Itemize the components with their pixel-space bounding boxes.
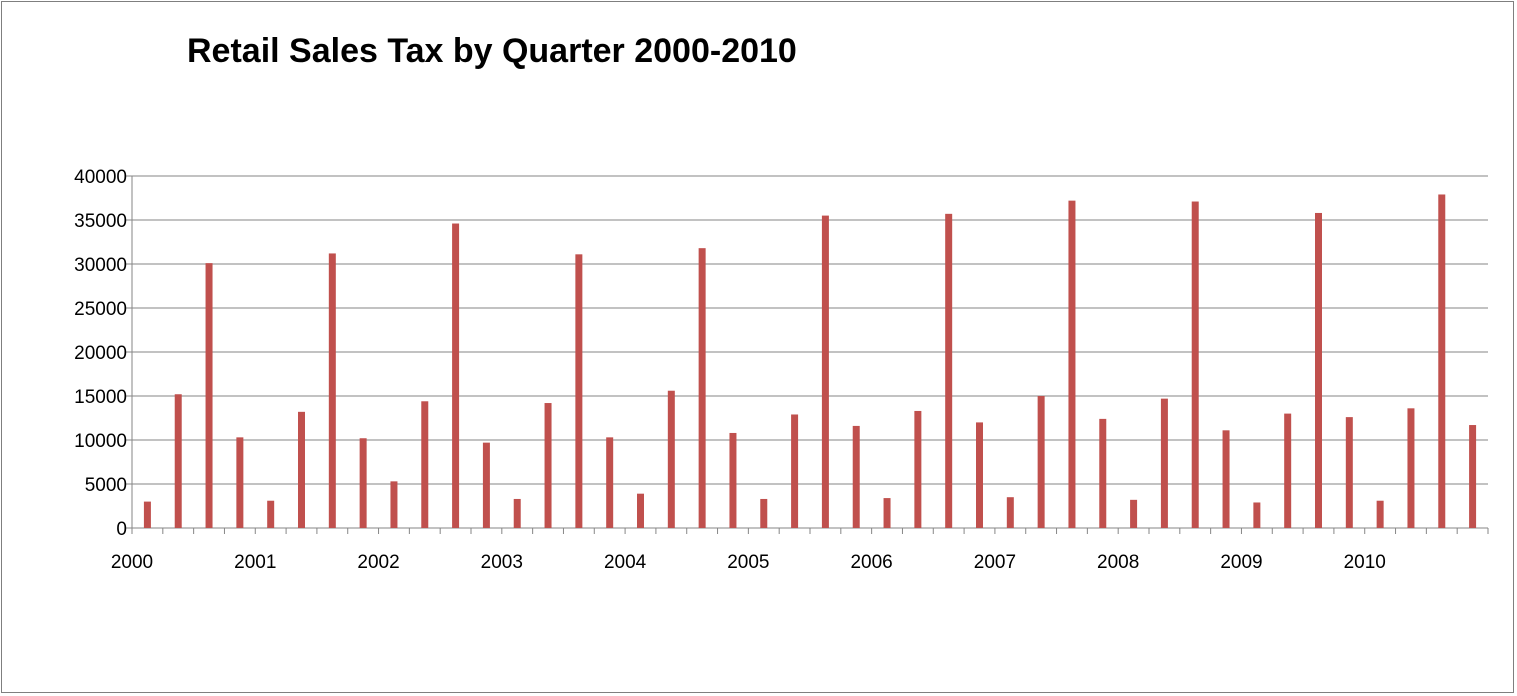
y-tick-label: 5000 (85, 475, 127, 496)
bar (1376, 500, 1384, 528)
bar (1345, 417, 1353, 528)
bar (544, 403, 552, 528)
bar (1068, 200, 1076, 528)
y-tick-label: 30000 (74, 255, 127, 276)
bar (1222, 430, 1230, 528)
bar (359, 438, 367, 528)
bar (174, 394, 182, 528)
bar (852, 425, 860, 528)
bar (1284, 413, 1292, 528)
bar (298, 411, 305, 528)
bar (513, 498, 521, 528)
x-tick-label: 2010 (1344, 552, 1386, 573)
bar (1006, 497, 1014, 528)
y-tick-label: 10000 (74, 431, 127, 452)
bar (1191, 201, 1199, 528)
y-tick-label: 0 (116, 519, 127, 540)
bar (914, 410, 922, 528)
bar (1469, 425, 1477, 528)
y-tick-label: 35000 (74, 211, 127, 232)
x-tick-label: 2002 (357, 552, 399, 573)
x-tick-label: 2006 (850, 552, 892, 573)
y-tick-label: 25000 (74, 299, 127, 320)
bar (1099, 418, 1107, 528)
x-tick-label: 2004 (604, 552, 647, 573)
bar (1438, 194, 1446, 529)
bar (821, 215, 829, 528)
bar (236, 437, 244, 528)
bar (1037, 396, 1045, 528)
bar (729, 432, 737, 528)
y-tick-label: 15000 (74, 387, 127, 408)
x-tick-label: 2008 (1097, 552, 1139, 573)
bar (452, 223, 460, 528)
bar (637, 493, 644, 528)
bar (575, 254, 583, 528)
bar (1130, 499, 1138, 528)
x-tick-label: 2009 (1220, 552, 1262, 573)
bar (883, 498, 891, 528)
bar (606, 437, 614, 528)
x-tick-label: 2000 (111, 552, 153, 573)
bar (698, 248, 706, 528)
bar (945, 213, 953, 528)
x-tick-label: 2003 (481, 552, 523, 573)
bar (1407, 408, 1415, 528)
bar (390, 481, 398, 528)
bar (791, 414, 799, 528)
bar (667, 390, 675, 528)
bar (267, 500, 275, 528)
bar (482, 442, 490, 528)
bar (760, 498, 768, 528)
bar (1315, 212, 1322, 528)
bar (328, 253, 336, 528)
y-tick-label: 40000 (74, 167, 127, 188)
bar (1160, 398, 1168, 528)
y-tick-label: 20000 (74, 343, 127, 364)
chart-title: Retail Sales Tax by Quarter 2000-2010 (187, 32, 797, 70)
bar (143, 501, 151, 528)
bar (1253, 502, 1261, 528)
x-tick-label: 2007 (974, 552, 1016, 573)
x-tick-label: 2005 (727, 552, 769, 573)
x-tick-label: 2001 (234, 552, 276, 573)
bar (205, 263, 213, 528)
bar (976, 422, 983, 528)
bar (421, 401, 429, 528)
